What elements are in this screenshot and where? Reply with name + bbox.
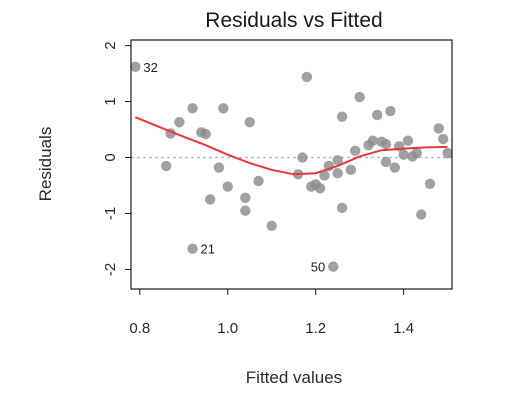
plot-frame	[130, 39, 453, 290]
y-axis: -2 -1 0 1 2	[102, 41, 131, 276]
residual-point	[350, 145, 361, 156]
residual-point	[433, 123, 445, 134]
smoother-line	[135, 116, 448, 176]
residual-point	[332, 155, 343, 166]
residual-point	[244, 117, 255, 128]
residual-point	[266, 220, 277, 231]
residual-point	[319, 170, 330, 181]
outlier-labels: 32 21 50	[143, 60, 325, 275]
residual-point	[336, 111, 348, 122]
residual-point	[438, 133, 449, 145]
x-tick-label: 1.2	[305, 320, 326, 337]
residual-point	[424, 178, 436, 190]
y-tick-label: -2	[102, 263, 119, 276]
y-axis-label: Residuals	[36, 127, 55, 202]
residual-point	[328, 261, 339, 272]
y-tick-label: 2	[102, 41, 119, 49]
residual-point	[345, 164, 357, 176]
residual-point	[240, 205, 251, 216]
y-tick-label: -1	[102, 207, 119, 220]
residual-point	[200, 128, 211, 140]
plot-area: 32 21 50	[130, 39, 453, 290]
x-axis: 0.8 1.0 1.2 1.4	[129, 289, 414, 337]
residual-point	[222, 181, 233, 192]
residual-point	[187, 243, 198, 254]
residual-point	[332, 167, 343, 179]
residual-point	[187, 103, 198, 114]
x-axis-label: Fitted values	[246, 368, 342, 387]
residual-point	[354, 91, 365, 103]
residual-point	[301, 71, 313, 83]
residual-point	[372, 109, 383, 121]
residual-point	[130, 61, 141, 73]
residual-point	[389, 162, 401, 173]
residual-point	[442, 147, 453, 159]
y-tick-label: 1	[102, 97, 119, 105]
y-tick-label: 0	[102, 153, 119, 161]
residual-point	[218, 103, 229, 114]
x-tick-label: 0.8	[129, 320, 150, 337]
x-tick-label: 1.4	[393, 320, 414, 337]
outlier-label-50: 50	[311, 260, 325, 275]
residual-point	[336, 202, 348, 214]
residual-point	[398, 149, 409, 160]
outlier-label-32: 32	[143, 60, 157, 75]
residual-point	[416, 209, 427, 220]
residual-point	[380, 138, 392, 150]
residual-points	[130, 61, 453, 272]
residual-point	[240, 192, 251, 203]
residual-point	[385, 105, 396, 117]
chart-title: Residuals vs Fitted	[205, 9, 382, 32]
residual-point	[367, 135, 379, 146]
residual-point	[380, 156, 392, 168]
residual-point	[160, 160, 172, 172]
residual-point	[297, 152, 308, 163]
residual-point	[174, 117, 185, 128]
residual-point	[314, 183, 326, 194]
x-tick-label: 1.0	[217, 320, 238, 337]
residual-point	[411, 147, 423, 159]
outlier-label-21: 21	[201, 242, 215, 257]
residual-point	[402, 135, 414, 146]
residual-point	[253, 175, 264, 187]
residual-point	[204, 194, 216, 205]
residual-point	[213, 162, 225, 173]
